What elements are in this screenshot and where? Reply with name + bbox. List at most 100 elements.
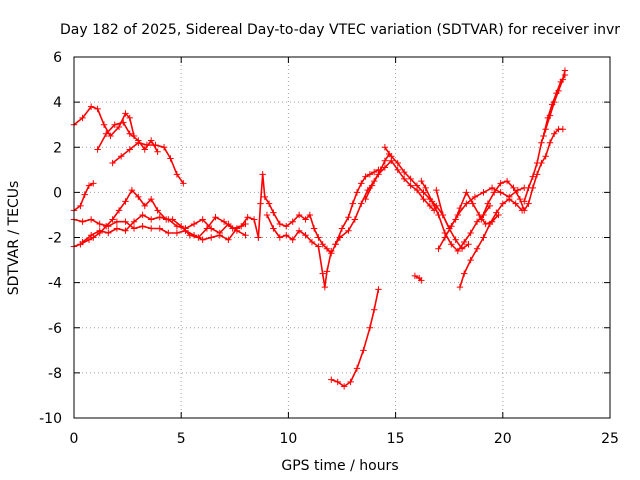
series-track-6	[70, 216, 249, 243]
data-point	[473, 245, 481, 252]
data-point	[394, 159, 401, 167]
data-point	[465, 241, 472, 248]
data-point	[139, 211, 146, 219]
data-point	[94, 146, 101, 153]
series-track-3	[109, 139, 187, 187]
data-point	[521, 207, 528, 214]
data-point	[407, 175, 414, 183]
data-point	[156, 225, 163, 232]
data-point	[115, 123, 123, 131]
data-point	[533, 159, 541, 167]
data-point	[306, 211, 314, 219]
data-point	[358, 180, 365, 187]
data-point	[90, 180, 97, 187]
data-point	[463, 200, 470, 207]
data-point	[463, 189, 470, 196]
series-line	[364, 160, 435, 211]
data-point	[467, 229, 474, 237]
data-point	[216, 229, 223, 237]
data-point	[540, 132, 547, 140]
series-track-8	[255, 171, 344, 257]
series-track-14	[381, 144, 472, 252]
data-point	[499, 200, 506, 207]
data-point	[109, 159, 116, 167]
data-point	[261, 193, 269, 201]
series-line	[266, 214, 333, 288]
series-line	[384, 146, 469, 250]
data-point	[113, 218, 121, 225]
data-point	[225, 236, 232, 243]
data-point	[87, 103, 95, 110]
data-point	[497, 180, 504, 187]
data-point	[418, 177, 425, 185]
series-line	[437, 187, 525, 250]
x-axis-label: GPS time / hours	[281, 458, 398, 474]
data-point	[420, 195, 427, 203]
data-point	[77, 202, 84, 210]
data-point	[510, 184, 517, 192]
data-point	[542, 153, 549, 160]
data-point	[551, 130, 558, 137]
data-point	[113, 225, 121, 232]
data-point	[259, 171, 266, 178]
data-point	[270, 209, 277, 216]
data-point	[295, 211, 303, 219]
data-point	[225, 220, 232, 228]
data-point	[497, 189, 504, 196]
data-point	[156, 213, 163, 221]
data-point	[208, 234, 215, 241]
data-point	[375, 286, 382, 293]
data-point	[435, 245, 442, 252]
data-point	[381, 164, 389, 171]
data-point	[141, 202, 148, 210]
y-tick-label: 4	[53, 95, 62, 111]
data-point	[289, 218, 296, 225]
data-point	[122, 198, 129, 205]
data-point	[105, 229, 112, 237]
data-point	[418, 277, 425, 284]
data-point	[190, 220, 198, 228]
data-point	[422, 184, 429, 192]
x-tick-label: 5	[177, 431, 186, 447]
data-point	[362, 195, 369, 203]
data-point	[448, 241, 455, 248]
data-point	[548, 101, 556, 108]
data-point	[94, 105, 101, 113]
data-point	[529, 173, 537, 180]
data-point	[199, 216, 206, 223]
data-point	[96, 220, 103, 228]
data-point	[368, 182, 376, 189]
data-point	[130, 225, 138, 232]
data-point	[180, 180, 187, 187]
data-point	[366, 171, 374, 178]
data-point	[111, 121, 118, 128]
data-point	[173, 223, 181, 230]
series-line	[420, 180, 491, 252]
data-point	[289, 236, 296, 243]
data-point	[126, 130, 133, 137]
data-point	[538, 139, 545, 146]
data-point	[126, 146, 133, 153]
data-point	[276, 234, 284, 241]
data-point	[544, 114, 552, 122]
data-point	[143, 141, 151, 149]
data-point	[476, 211, 483, 219]
data-point	[525, 184, 532, 192]
y-tick-label: 6	[53, 50, 62, 66]
data-point	[270, 225, 277, 232]
data-point	[480, 234, 487, 241]
data-point	[471, 193, 479, 201]
series-track-22	[540, 71, 569, 140]
data-point	[233, 227, 241, 234]
data-point	[448, 223, 455, 230]
data-point	[353, 365, 361, 372]
data-point	[257, 200, 264, 207]
data-point	[79, 114, 86, 122]
data-point	[388, 153, 395, 160]
series-track-17	[433, 186, 502, 232]
data-point	[319, 241, 326, 248]
data-point	[394, 166, 401, 174]
data-point	[486, 220, 494, 228]
data-point	[334, 378, 341, 386]
